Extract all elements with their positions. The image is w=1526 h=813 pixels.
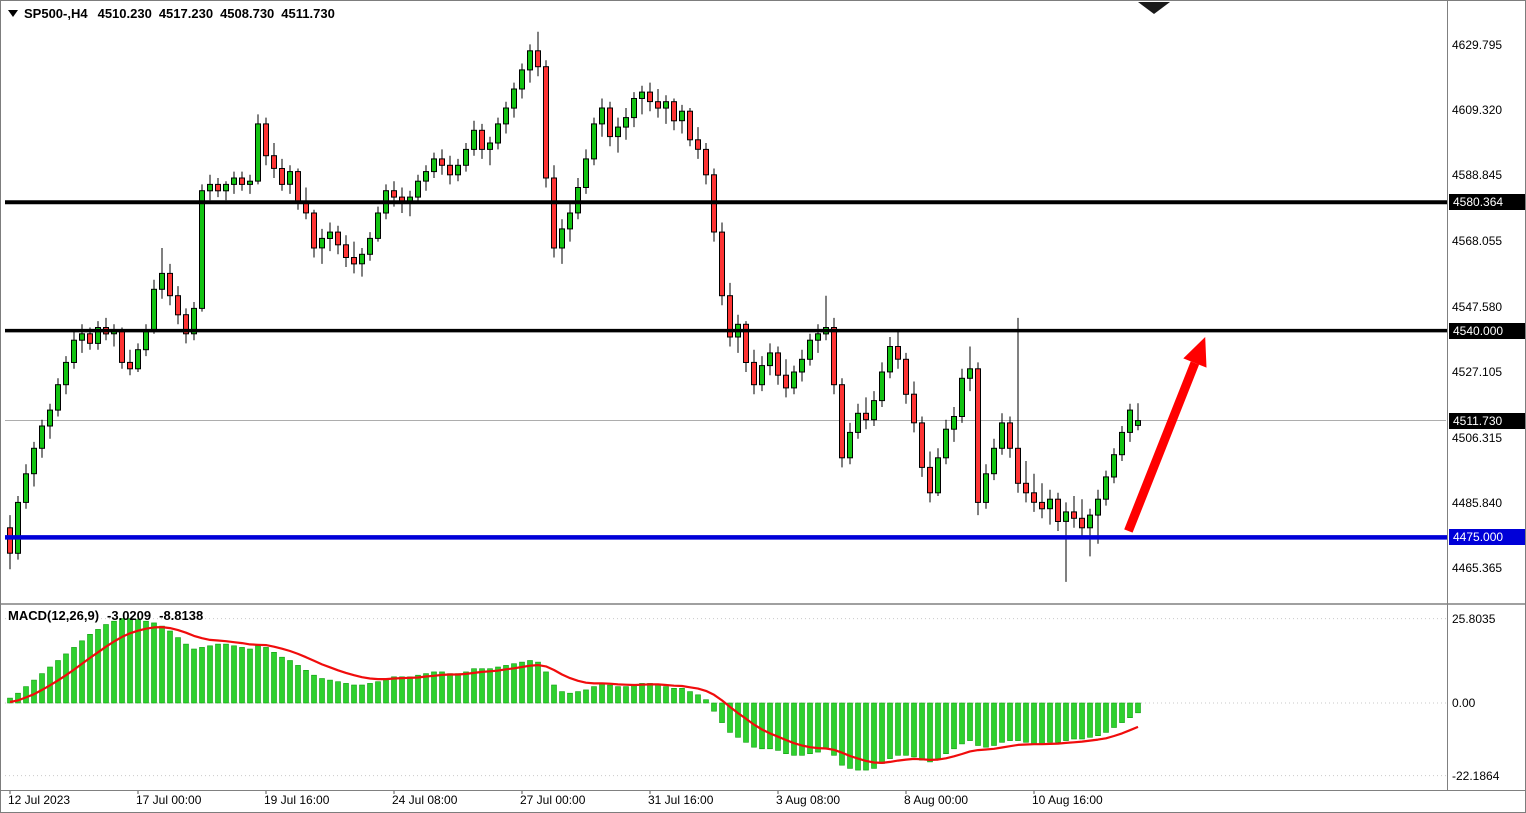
- ohlc-open: 4510.230: [97, 6, 152, 21]
- macd-value: -3.0209: [107, 608, 152, 623]
- price-axis-label: 4588.845: [1452, 168, 1503, 183]
- time-axis-label: 19 Jul 16:00: [264, 793, 330, 807]
- price-tag-4475.000: 4475.000: [1449, 529, 1525, 546]
- price-axis-label: 4547.580: [1452, 299, 1503, 314]
- price-tag-4511.730: 4511.730: [1449, 412, 1525, 429]
- symbol-dropdown-icon: [8, 10, 18, 17]
- macd-label: MACD(12,26,9) -3.0209 -8.8138: [8, 608, 203, 623]
- time-axis-label: 17 Jul 00:00: [136, 793, 202, 807]
- macd-name: MACD(12,26,9): [8, 608, 100, 623]
- time-axis-label: 31 Jul 16:00: [648, 793, 714, 807]
- ohlc-high: 4517.230: [158, 6, 214, 21]
- price-axis-label: 4568.055: [1452, 234, 1503, 249]
- trend-arrow[interactable]: [1124, 337, 1207, 533]
- price-axis-label: 4506.315: [1452, 430, 1503, 445]
- macd-histogram: [7, 618, 1141, 771]
- macd-signal-value: -8.8138: [159, 608, 204, 623]
- time-axis-label: 8 Aug 00:00: [904, 793, 969, 807]
- price-tag-4580.364: 4580.364: [1449, 194, 1525, 211]
- price-axis-label: 4609.320: [1452, 103, 1503, 118]
- ohlc-close: 4511.730: [281, 6, 335, 21]
- macd-axis-label: 0.00: [1452, 696, 1476, 710]
- macd-axis-label: 25.8035: [1452, 611, 1496, 626]
- price-tag-4540.000: 4540.000: [1449, 322, 1525, 339]
- time-axis-label: 27 Jul 00:00: [520, 793, 586, 807]
- ohlc-low: 4508.730: [220, 6, 275, 21]
- time-axis-label: 3 Aug 08:00: [776, 793, 841, 807]
- price-axis-label: 4465.365: [1452, 560, 1503, 575]
- time-axis-label: 12 Jul 2023: [8, 793, 71, 807]
- macd-gridlines: [5, 618, 1446, 777]
- time-axis-label: 10 Aug 16:00: [1032, 793, 1103, 807]
- time-axis-label: 24 Jul 08:00: [392, 793, 458, 807]
- price-axis-label: 4485.840: [1452, 495, 1503, 510]
- symbol-period: SP500-,H4: [24, 6, 88, 21]
- chart-shift-marker-icon: [1138, 2, 1170, 14]
- price-axis-label: 4629.795: [1452, 38, 1503, 53]
- macd-axis-label: -22.1864: [1452, 768, 1500, 783]
- macd-signal-line: [9, 626, 1139, 764]
- price-axis-label: 4527.105: [1452, 364, 1503, 379]
- chart-title: SP500-,H4 4510.230 4517.230 4508.730 451…: [8, 6, 342, 21]
- candles-layer: [7, 31, 1141, 582]
